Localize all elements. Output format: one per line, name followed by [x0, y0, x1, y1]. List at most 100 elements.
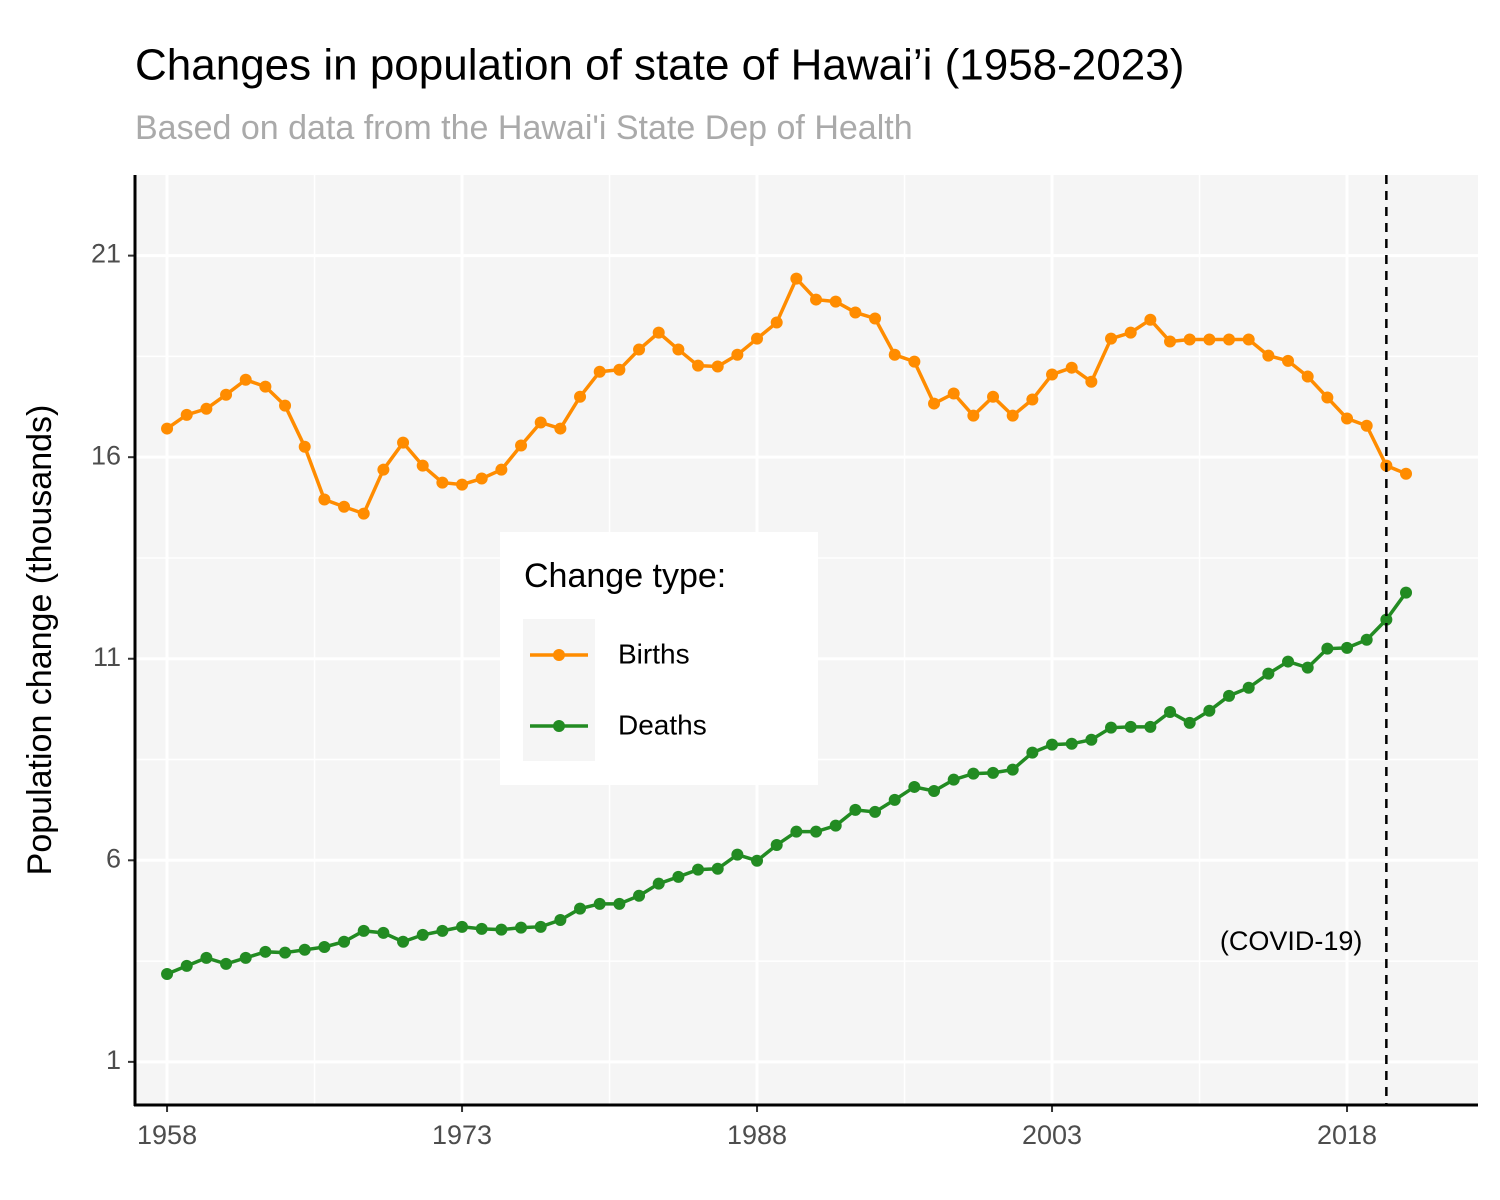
legend-dot: [553, 720, 565, 732]
data-point: [1105, 332, 1118, 345]
legend-label: Deaths: [618, 709, 707, 740]
y-tick-label: 6: [106, 843, 121, 873]
data-point: [338, 935, 351, 948]
data-point: [416, 459, 429, 472]
data-point: [1282, 655, 1295, 668]
data-point: [633, 889, 646, 902]
data-point: [1124, 720, 1137, 733]
data-point: [1183, 716, 1196, 729]
data-point: [711, 862, 724, 875]
data-point: [672, 870, 685, 883]
data-point: [161, 422, 174, 435]
x-tick-label: 1988: [727, 1120, 787, 1150]
data-point: [1046, 738, 1059, 751]
data-point: [593, 897, 606, 910]
data-point: [200, 951, 213, 964]
annotation: (COVID-19): [1220, 926, 1363, 956]
data-point: [908, 355, 921, 368]
data-point: [357, 507, 370, 520]
x-tick-label: 2018: [1317, 1120, 1377, 1150]
data-point: [338, 500, 351, 513]
data-point: [1282, 354, 1295, 367]
data-point: [987, 390, 1000, 403]
data-point: [731, 848, 744, 861]
data-point: [672, 343, 685, 356]
data-point: [220, 388, 233, 401]
data-point: [928, 397, 941, 410]
data-point: [456, 478, 469, 491]
data-point: [1223, 333, 1236, 346]
data-point: [751, 854, 764, 867]
data-point: [534, 416, 547, 429]
data-point: [770, 838, 783, 851]
data-point: [357, 924, 370, 937]
data-point: [574, 902, 587, 915]
data-point: [908, 780, 921, 793]
data-point: [692, 863, 705, 876]
data-point: [849, 803, 862, 816]
data-point: [1242, 681, 1255, 694]
data-point: [652, 326, 665, 339]
data-point: [1085, 733, 1098, 746]
data-point: [397, 935, 410, 948]
data-point: [790, 825, 803, 838]
data-point: [1262, 667, 1275, 680]
data-point: [1301, 661, 1314, 674]
data-point: [318, 493, 331, 506]
data-point: [888, 793, 901, 806]
data-point: [220, 957, 233, 970]
data-point: [377, 463, 390, 476]
data-point: [1262, 349, 1275, 362]
data-point: [1380, 613, 1393, 626]
data-point: [259, 945, 272, 958]
data-point: [1065, 737, 1078, 750]
data-point: [731, 348, 744, 361]
y-axis-label: Population change (thousands): [21, 405, 59, 876]
data-point: [869, 312, 882, 325]
data-point: [239, 373, 252, 386]
data-point: [1203, 704, 1216, 717]
data-point: [1360, 633, 1373, 646]
data-point: [829, 295, 842, 308]
y-tick-label: 21: [91, 239, 121, 269]
data-point: [613, 363, 626, 376]
data-point: [810, 293, 823, 306]
data-point: [849, 306, 862, 319]
data-point: [1321, 642, 1334, 655]
data-point: [1085, 375, 1098, 388]
x-tick-label: 1958: [137, 1120, 197, 1150]
data-point: [515, 921, 528, 934]
y-tick-label: 16: [91, 440, 121, 470]
data-point: [1006, 763, 1019, 776]
data-point: [652, 877, 665, 890]
data-point: [888, 348, 901, 361]
data-point: [967, 767, 980, 780]
data-point: [1341, 641, 1354, 654]
data-point: [495, 923, 508, 936]
y-tick-label: 1: [106, 1045, 121, 1075]
data-point: [1183, 333, 1196, 346]
data-point: [416, 928, 429, 941]
data-point: [554, 913, 567, 926]
data-point: [1026, 746, 1039, 759]
data-point: [1203, 333, 1216, 346]
data-point: [298, 943, 311, 956]
x-tick-label: 1973: [432, 1120, 492, 1150]
data-point: [711, 360, 724, 373]
data-point: [475, 472, 488, 485]
y-tick-label: 11: [93, 642, 121, 672]
data-point: [200, 402, 213, 415]
data-point: [633, 343, 646, 356]
data-point: [1144, 720, 1157, 733]
data-point: [180, 408, 193, 421]
data-point: [377, 926, 390, 939]
data-point: [456, 920, 469, 933]
data-point: [928, 784, 941, 797]
legend-dot: [553, 649, 565, 661]
data-point: [1124, 326, 1137, 339]
data-point: [593, 365, 606, 378]
data-point: [1223, 689, 1236, 702]
data-point: [1144, 313, 1157, 326]
series-line: [166, 275, 1407, 516]
data-point: [790, 272, 803, 285]
